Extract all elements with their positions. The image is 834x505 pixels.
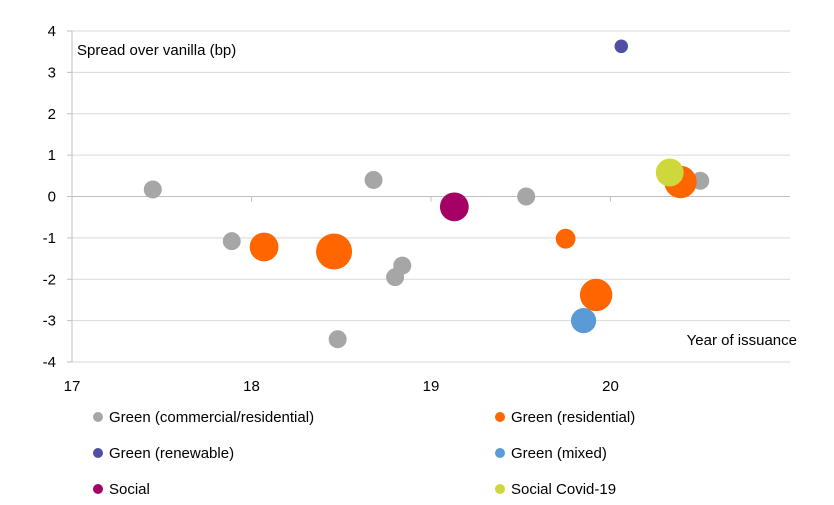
y-tick-label: 3: [48, 64, 56, 81]
legend-marker: [93, 412, 103, 422]
legend-label: Social Covid-19: [511, 481, 616, 498]
bubble-green-mixed: [570, 308, 597, 334]
data-points: [143, 39, 710, 349]
x-tick-label: 20: [602, 378, 619, 395]
y-tick-label: -4: [43, 354, 56, 371]
legend-marker: [495, 484, 505, 494]
bubble-green-residential: [249, 232, 279, 262]
x-tick-label: 19: [423, 378, 440, 395]
y-tick-label: -3: [43, 313, 56, 330]
y-tick-label: 0: [48, 189, 56, 206]
bubble-green-commercial-residential: [517, 187, 536, 206]
bubble-green-residential: [579, 278, 613, 312]
bubble-social-covid-19: [655, 158, 684, 187]
bubble-green-residential: [555, 228, 576, 249]
legend-marker: [93, 484, 103, 494]
bubble-social: [439, 192, 469, 222]
x-axis-title: Year of issuance: [687, 332, 797, 349]
y-tick-label: -1: [43, 230, 56, 247]
legend-label: Green (mixed): [511, 445, 607, 462]
x-tick-label: 17: [64, 378, 81, 395]
bubble-green-commercial-residential: [143, 180, 162, 199]
legend-label: Green (renewable): [109, 445, 234, 462]
y-tick-label: 1: [48, 147, 56, 164]
legend-label: Green (residential): [511, 409, 635, 426]
legend-label: Social: [109, 481, 150, 498]
bubble-green-commercial-residential: [328, 330, 347, 349]
y-axis-title: Spread over vanilla (bp): [77, 42, 236, 59]
bubble-green-commercial-residential: [222, 232, 241, 251]
legend-marker: [495, 448, 505, 458]
legend-label: Green (commercial/residential): [109, 409, 314, 426]
bubble-green-residential: [316, 233, 353, 270]
x-tick-label: 18: [243, 378, 260, 395]
legend-marker: [495, 412, 505, 422]
bubble-green-commercial-residential: [364, 170, 383, 189]
y-tick-label: 2: [48, 106, 56, 123]
y-tick-label: 4: [48, 23, 56, 40]
legend-marker: [93, 448, 103, 458]
legend: Green (commercial/residential) Green (res…: [93, 409, 635, 498]
bubble-green-commercial-residential: [393, 256, 412, 275]
y-tick-label: -2: [43, 271, 56, 288]
axes: 4 3 2 1 0 -1 -2 -3 -4 17 18 19 20: [43, 23, 790, 395]
grid-lines: [72, 30, 790, 363]
bubble-green-renewable: [614, 39, 629, 54]
